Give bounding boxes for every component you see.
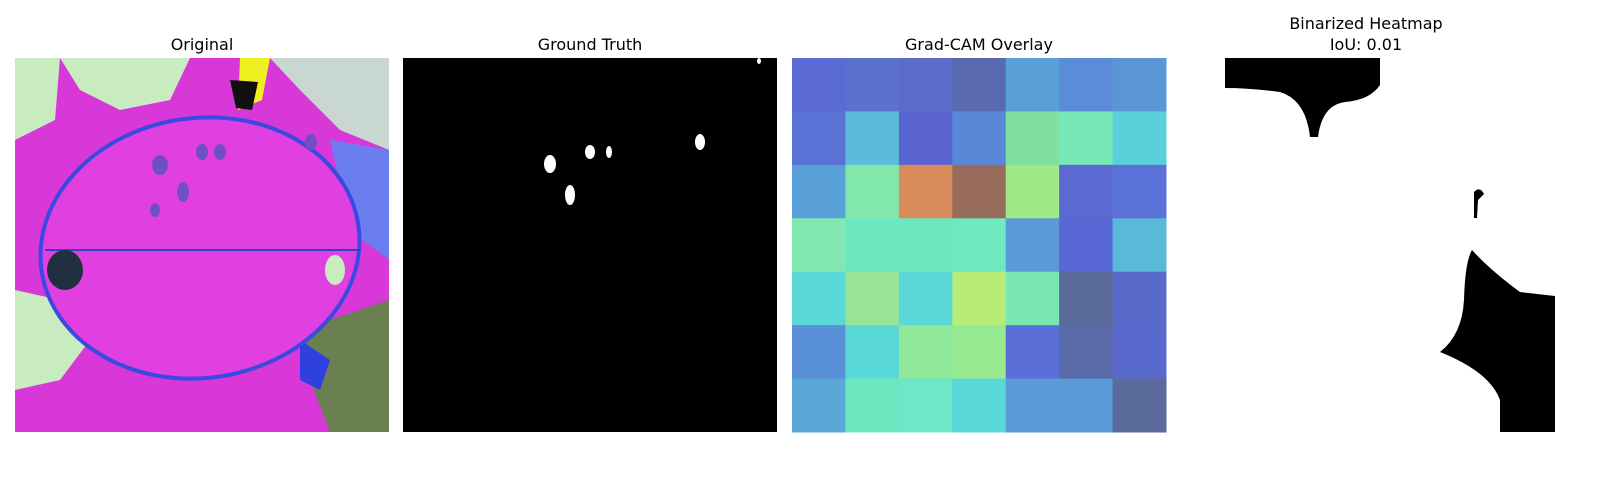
heatmap-cell [1112, 325, 1167, 380]
heatmap-cell [952, 271, 1007, 326]
heatmap-cell [1005, 325, 1060, 380]
heatmap-cell [952, 58, 1007, 112]
heatmap-cell [898, 218, 953, 273]
heatmap-cell [792, 58, 846, 112]
heatmap-cell [1112, 378, 1167, 433]
heatmap-cell [845, 164, 900, 219]
heatmap-cell [845, 218, 900, 273]
heatmap-cell [845, 378, 900, 433]
original-image [15, 58, 389, 432]
heatmap-cell [792, 378, 846, 433]
heatmap-cell [792, 218, 846, 273]
heatmap-cell [1112, 111, 1167, 166]
panel-title: Grad-CAM Overlay [905, 35, 1053, 54]
panel-title: Ground Truth [538, 35, 643, 54]
heatmap-cell [845, 111, 900, 166]
heatmap-cell [1059, 271, 1114, 326]
heatmap-cell [898, 111, 953, 166]
heatmap-cell [1005, 271, 1060, 326]
heatmap-cell [1005, 378, 1060, 433]
heatmap-cell [952, 111, 1007, 166]
heatmap-cell [898, 271, 953, 326]
heatmap-cell [792, 325, 846, 380]
heatmap-cell [1059, 164, 1114, 219]
panel-subtitle: IoU: 0.01 [1330, 35, 1402, 54]
heatmap-cell [1059, 218, 1114, 273]
binarized-heatmap [1181, 58, 1555, 432]
heatmap-cell [898, 378, 953, 433]
heatmap-cell [1005, 58, 1060, 112]
heatmap-cell [898, 325, 953, 380]
heatmap-cell [792, 111, 846, 166]
heatmap-cell [1059, 325, 1114, 380]
heatmap-cell [1005, 111, 1060, 166]
heatmap-cell [1005, 218, 1060, 273]
heatmap-cell [792, 164, 846, 219]
heatmap-cell [845, 58, 900, 112]
ground-truth-mask [403, 58, 777, 432]
heatmap-cell [952, 325, 1007, 380]
gradcam-overlay [792, 58, 1167, 433]
heatmap-cell [845, 325, 900, 380]
heatmap-cell [898, 164, 953, 219]
heatmap-cell [898, 58, 953, 112]
heatmap-cell [792, 271, 846, 326]
heatmap-cell [1112, 218, 1167, 273]
heatmap-cell [1112, 164, 1167, 219]
heatmap-cell [952, 164, 1007, 219]
panel-title: Binarized Heatmap [1289, 14, 1442, 33]
heatmap-cell [1112, 58, 1167, 112]
heatmap-cell [952, 218, 1007, 273]
heatmap-cell [1112, 271, 1167, 326]
heatmap-cell [1059, 378, 1114, 433]
heatmap-cell [952, 378, 1007, 433]
heatmap-cell [1059, 58, 1114, 112]
heatmap-cell [1059, 111, 1114, 166]
panel-title: Original [171, 35, 234, 54]
heatmap-cell [845, 271, 900, 326]
heatmap-cell [1005, 164, 1060, 219]
